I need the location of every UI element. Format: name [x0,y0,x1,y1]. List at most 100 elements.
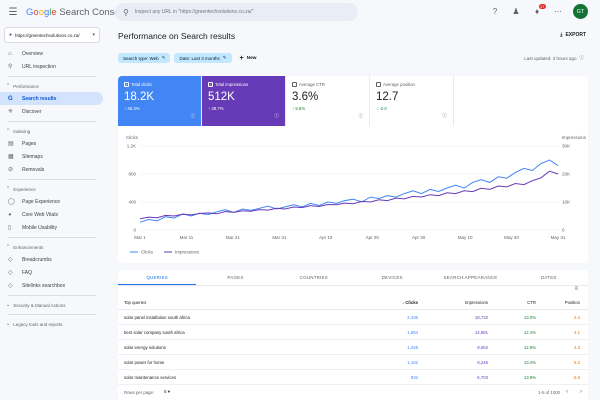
export-button[interactable]: ⤓ EXPORT [560,32,586,38]
help-icon[interactable]: ? [492,7,498,16]
help-icon[interactable]: ⓘ [579,55,585,60]
series-line-clicks [139,159,559,223]
checkbox-checked-icon: ✓ [208,82,213,87]
prev-page-icon[interactable]: ‹ [566,389,568,395]
metric-value: 12.7 [376,91,399,103]
avatar[interactable]: GT [573,4,588,19]
legend-label: Clicks [141,250,154,255]
section-enhancements[interactable]: ⌃ Enhancements [6,244,44,250]
sidebar-item-url-inspection[interactable]: ⚲ URL inspection [8,63,56,71]
header-position[interactable]: Position [564,300,580,305]
table-row[interactable]: solar maintenance services 932 6,703 13.… [118,370,588,385]
sidebar: ● https://greentechsolutions.co.za/ ▾ ⌂ O… [0,24,104,400]
x-tick-label: Mar 11 [180,235,194,240]
metric-total-impressions[interactable]: ✓ Total impressions 512K ↑ 38.7% ⓘ [202,76,286,126]
google-g-icon: G [8,95,13,102]
checkbox-empty-icon [376,82,381,87]
section-security[interactable]: ⌄ Security & Manual Actions [6,302,66,308]
notifications-icon[interactable]: ♦ 17 [534,4,546,16]
tab-devices[interactable]: DEVICES [381,275,403,280]
ctr-cell: 13.0% [523,314,536,320]
table-row[interactable]: solar energy solutions 1,245 9,652 12.9%… [118,340,588,355]
filter-chip-search-type[interactable]: Search type: Web ✎ [118,53,171,63]
sidebar-item-discover[interactable]: ✳ Discover [8,108,42,116]
help-icon[interactable]: ⓘ [190,113,196,118]
metric-average-ctr[interactable]: Average CTR 3.6% ↑ 5.5% ⓘ [286,76,370,126]
table-row[interactable]: best solar company south africa 1,854 14… [118,325,588,340]
sidebar-item-page-experience[interactable]: ◯ Page Experience [8,198,61,206]
menu-icon[interactable]: ☰ [8,6,18,18]
metric-value: 512K [208,91,235,103]
header-query[interactable]: Top queries [124,300,147,305]
section-performance[interactable]: ⌃ Performance [6,83,39,89]
chevron-down-icon: ⌄ [6,321,11,327]
new-filter-button[interactable]: + New [239,54,257,62]
faq-icon: ◇ [8,270,13,276]
sidebar-item-search-results[interactable]: G Search results [0,92,103,105]
chevron-down-icon: ▾ [167,389,170,394]
apps-grid-icon[interactable]: ⋯ [554,7,562,16]
help-icon[interactable]: ⓘ [274,113,280,118]
rows-per-page-label: Rows per page: [124,389,155,395]
help-icon[interactable]: ⓘ [442,113,448,118]
tab-countries[interactable]: COUNTRIES [299,275,328,280]
product-logo[interactable]: Google Search Console [26,7,127,18]
ctr-cell: 13.4% [523,359,536,365]
table-row[interactable]: solar panel installation south africa 2,… [118,310,588,325]
top-bar: ☰ Google Search Console ⚲ ? ♟ ♦17 ⋯ GT [0,0,600,24]
sidebar-item-sitelinks-searchbox[interactable]: ◇ Sitelinks searchbox [8,282,66,290]
query-cell: best solar company south africa [124,329,185,335]
next-page-icon[interactable]: › [580,389,582,395]
table-row[interactable]: solar power for home 1,102 8,245 13.4% 5… [118,355,588,370]
searchbox-icon: ◇ [8,283,13,289]
rows-per-page-select[interactable]: 5 ▾ [164,389,170,394]
right-tick-label: 10K [562,200,570,205]
metric-change: ↑ 5.5% [292,106,306,111]
tab-pages[interactable]: PAGES [227,275,244,280]
url-inspect-search[interactable]: ⚲ [115,3,358,21]
url-inspect-input[interactable] [134,9,335,15]
plus-icon: + [239,54,244,62]
sidebar-item-core-web-vitals[interactable]: ◕ Core Web Vitals [8,211,58,218]
checkbox-empty-icon [292,82,297,87]
left-tick-label: 1.2K [127,144,136,149]
clicks-cell: 1,102 [407,359,418,365]
section-indexing[interactable]: ⌃ Indexing [6,128,31,134]
pagination: Rows per page: 5 ▾ 1-5 of 1000 ‹ › [118,385,588,399]
metric-total-clicks[interactable]: ✓ Total clicks 18.2K ↑ 46.3% ⓘ [118,76,202,126]
sidebar-item-removals[interactable]: ⊘ Removals [8,166,45,174]
header-impressions[interactable]: Impressions [464,300,488,305]
sidebar-item-mobile-usability[interactable]: ▯ Mobile Usability [8,224,58,232]
sidebar-item-sitemaps[interactable]: ▦ Sitemaps [8,153,43,161]
position-cell: 5.6 [574,374,580,380]
metric-average-position[interactable]: Average position 12.7 ↓ -2.0 ⓘ [370,76,454,126]
impressions-cell: 18,732 [474,314,488,320]
users-icon[interactable]: ♟ [512,7,520,16]
sidebar-item-pages[interactable]: ▤ Pages [8,140,37,148]
sidebar-item-faq[interactable]: ◇ FAQ [8,269,33,277]
clicks-cell: 1,245 [407,344,418,350]
tab-queries[interactable]: QUERIES [118,270,197,285]
chevron-down-icon: ⌄ [6,302,11,308]
sidebar-item-breadcrumbs[interactable]: ◇ Breadcrumbs [8,256,52,264]
filter-icon[interactable]: ≡ [574,286,578,292]
sidebar-item-overview[interactable]: ⌂ Overview [8,50,43,57]
header-ctr[interactable]: CTR [527,300,536,305]
ctr-cell: 12.9% [523,344,536,350]
filter-bar: Search type: Web ✎ Date: Last 3 months ✎ +… [118,53,257,63]
search-icon: ⚲ [8,64,13,70]
section-legacy[interactable]: ⌄ Legacy tools and reports [6,321,63,327]
legend-label: Impressions [175,250,200,255]
globe-icon: ● [9,32,13,38]
sitemap-icon: ▦ [8,154,14,160]
help-icon[interactable]: ⓘ [358,113,364,118]
filter-chip-date[interactable]: Date: Last 3 months ✎ [174,53,232,63]
tab-search-appearance[interactable]: SEARCH APPEARANCE [443,275,498,280]
tab-dates[interactable]: DATES [540,275,557,280]
last-updated: Last updated: 3 hours ago ⓘ [524,55,584,61]
section-experience[interactable]: ⌃ Experience [6,186,36,192]
impressions-cell: 9,652 [477,344,488,350]
property-selector[interactable]: ● https://greentechsolutions.co.za/ ▾ [4,27,100,43]
header-clicks[interactable]: ↓ Clicks [401,300,418,305]
x-tick-label: May 10 [458,235,473,240]
